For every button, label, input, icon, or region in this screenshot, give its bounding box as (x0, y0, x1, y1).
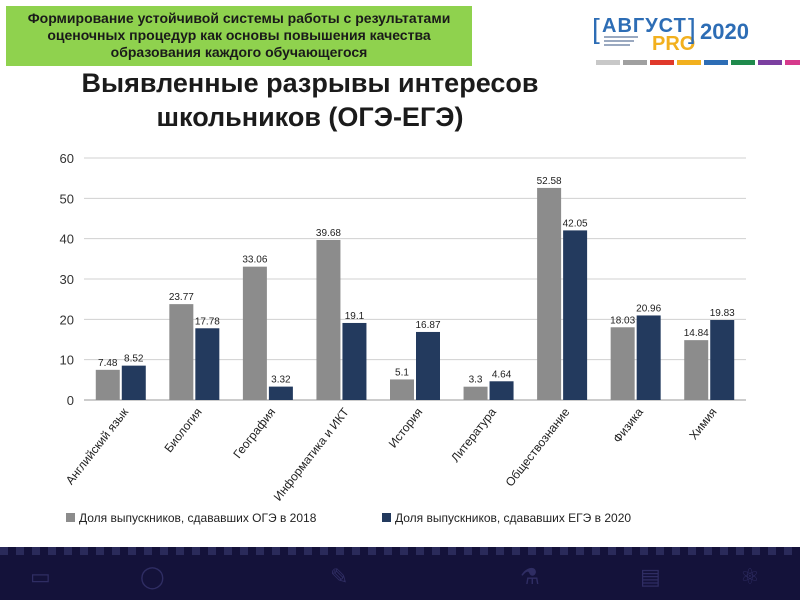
legend-swatch (382, 513, 391, 522)
data-label: 8.52 (124, 354, 144, 365)
data-label: 5.1 (395, 367, 409, 378)
bar (489, 381, 514, 400)
banner-line: Формирование устойчивой системы работы с… (27, 10, 451, 26)
y-tick-label: 30 (60, 272, 74, 287)
bar-chart: 0 10 20 30 40 50 60 7.48 23.77 33.06 39.68 5.1 3.3 52… (60, 151, 746, 525)
title-line: школьников (ОГЭ-ЕГЭ) (156, 102, 464, 132)
bar (684, 340, 709, 400)
data-label: 19.83 (710, 308, 735, 319)
brand-color-swatch (731, 60, 755, 65)
svg-text:[: [ (592, 13, 600, 44)
data-label: 52.58 (537, 176, 562, 187)
avgust-pro-logo: [ АВГУСТ PRO ] 2020 (592, 13, 749, 52)
bar (242, 266, 267, 400)
bar (268, 386, 293, 400)
bar (710, 320, 735, 400)
book-icon: ▤ (640, 565, 661, 590)
svg-text:]: ] (688, 13, 696, 44)
x-tick-label: Обществознание (503, 405, 573, 489)
title-line: Выявленные разрывы интересов (81, 68, 539, 98)
y-tick-label: 20 (60, 312, 74, 327)
y-tick-label: 60 (60, 151, 74, 166)
data-label: 16.87 (415, 320, 440, 331)
legend-label: Доля выпускников, сдававших ОГЭ в 2018 (79, 511, 317, 525)
data-label: 42.05 (563, 218, 588, 229)
y-tick-label: 50 (60, 191, 74, 206)
bar (95, 369, 120, 400)
data-label: 7.48 (98, 358, 118, 369)
bar (563, 230, 588, 400)
x-tick-label: Биология (161, 405, 204, 455)
brand-color-swatch (758, 60, 782, 65)
y-tick-label: 40 (60, 232, 74, 247)
abc-icon: ▭ (30, 565, 51, 590)
footer-pattern (0, 547, 800, 555)
pencil-icon: ✎ (330, 565, 349, 590)
y-tick-label: 0 (67, 393, 74, 408)
data-label: 17.78 (195, 316, 220, 327)
x-tick-label: Химия (686, 405, 719, 442)
brand-color-swatch (677, 60, 701, 65)
bar (169, 304, 194, 400)
x-tick-label: Литература (448, 405, 499, 465)
bar (636, 315, 661, 400)
brand-color-swatch (785, 60, 800, 65)
globe-icon: ◯ (140, 565, 165, 590)
x-tick-label: География (230, 405, 278, 461)
x-tick-label: Физика (610, 405, 646, 446)
bar (416, 331, 440, 400)
bar (316, 239, 341, 400)
footer-band: ▭ ◯ ✎ ⚗ ▤ ⚛ (0, 547, 800, 600)
brand-color-swatch (650, 60, 674, 65)
data-label: 3.3 (469, 375, 483, 386)
bar (390, 379, 414, 400)
legend-swatch (66, 513, 75, 522)
brand-pro: PRO (652, 33, 695, 52)
bar (121, 365, 146, 400)
x-tick-label: Информатика и ИКТ (271, 405, 353, 504)
x-tick-label: Английский язык (63, 405, 132, 488)
flask-icon: ⚗ (520, 565, 540, 590)
brand-color-strip (596, 60, 800, 65)
page-title: Выявленные разрывы интересов школьников … (40, 66, 580, 134)
data-label: 4.64 (492, 369, 512, 380)
bar (342, 322, 367, 400)
atom-icon: ⚛ (740, 565, 760, 590)
data-label: 33.06 (242, 255, 267, 266)
banner-line: оценочных процедур как основы повышения … (47, 27, 431, 43)
brand-year: 2020 (700, 19, 749, 44)
brand-main: АВГУСТ (602, 15, 687, 37)
data-label: 3.32 (271, 375, 291, 386)
y-tick-label: 10 (60, 353, 74, 368)
bar (610, 327, 635, 400)
data-label: 14.84 (684, 328, 709, 339)
x-tick-label: История (386, 405, 426, 450)
data-label: 20.96 (636, 303, 661, 314)
data-label: 18.03 (610, 315, 635, 326)
header-banner: Формирование устойчивой системы работы с… (6, 6, 472, 66)
bar (195, 328, 220, 400)
bar (463, 386, 488, 400)
brand-color-swatch (596, 60, 620, 65)
bar (537, 187, 562, 400)
brand-color-swatch (623, 60, 647, 65)
banner-line: образования каждого обучающегося (110, 44, 368, 60)
data-label: 23.77 (169, 292, 194, 303)
legend-label: Доля выпускников, сдававших ЕГЭ в 2020 (395, 511, 631, 525)
brand-color-swatch (704, 60, 728, 65)
data-label: 19.1 (345, 311, 365, 322)
data-label: 39.68 (316, 228, 341, 239)
